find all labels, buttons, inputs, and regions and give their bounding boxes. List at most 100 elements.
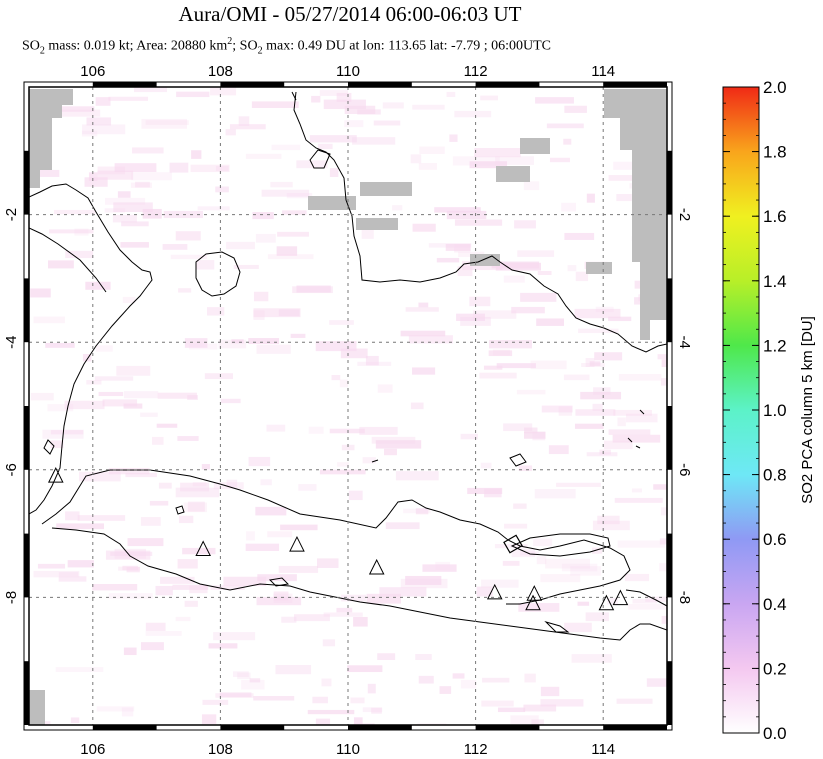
so2-pixel	[82, 354, 92, 362]
so2-pixel	[661, 615, 667, 624]
so2-max-marker	[503, 534, 523, 554]
lat-tick-label-left: -6	[3, 463, 20, 476]
so2-pixel	[160, 576, 195, 584]
so2-pixel	[359, 426, 398, 435]
so2-pixel	[113, 202, 153, 213]
so2-pixel	[218, 339, 247, 349]
so2-pixel	[286, 192, 313, 199]
colorbar-tick-label: 0.2	[763, 659, 787, 678]
so2-pixel	[561, 202, 576, 212]
so2-pixel	[405, 307, 439, 312]
volcano-icon	[526, 585, 543, 601]
subtitle-so2-max-label: ; SO	[232, 38, 258, 54]
so2-pixel	[585, 358, 595, 367]
so2-pixel	[556, 482, 601, 487]
so2-pixel	[112, 214, 137, 223]
so2-pixel	[540, 686, 560, 697]
so2-pixel	[341, 444, 355, 451]
so2-pixel	[175, 231, 201, 241]
so2-pixel	[278, 309, 300, 317]
so2-pixel	[415, 654, 432, 660]
so2-pixel	[469, 161, 508, 169]
so2-pixel	[474, 148, 521, 158]
so2-pixel	[273, 591, 289, 601]
so2-pixel	[191, 150, 202, 159]
so2-pixel	[365, 355, 379, 366]
so2-pixel	[593, 387, 611, 395]
frame-segment	[667, 406, 672, 470]
lon-tick-label-top: 114	[591, 63, 615, 80]
so2-pixel	[616, 698, 653, 704]
so2-pixel	[108, 593, 153, 599]
so2-pixel	[524, 673, 536, 683]
so2-pixel	[599, 449, 611, 455]
so2-pixel	[613, 161, 650, 170]
so2-pixel	[280, 524, 318, 531]
so2-pixel	[251, 101, 299, 108]
so2-pixel	[628, 604, 667, 610]
so2-pixel	[321, 678, 332, 687]
lat-tick-label-left: -8	[3, 591, 20, 604]
so2-pixel	[540, 574, 581, 583]
colorbar-tick-label: 2.0	[763, 78, 787, 97]
so2-pixel	[563, 374, 590, 381]
so2-pixel	[225, 129, 236, 136]
frame-segment	[667, 150, 672, 215]
so2-pixel	[418, 675, 434, 684]
so2-pixel	[617, 417, 626, 427]
coast-java-north	[41, 469, 631, 605]
lon-tick-label-top: 110	[336, 63, 360, 80]
so2-pixel	[201, 464, 210, 470]
so2-pixel	[281, 616, 297, 623]
so2-pixel	[400, 330, 446, 337]
so2-pixel	[231, 339, 244, 344]
so2-pixel	[92, 584, 138, 591]
so2-pixel	[657, 354, 667, 360]
so2-pixel	[419, 146, 445, 154]
so2-pixel	[434, 207, 481, 213]
outer-frame	[23, 81, 673, 731]
volcano-icon	[47, 467, 64, 483]
so2-pixel	[479, 372, 517, 379]
so2-pixel	[452, 156, 500, 166]
so2-pixel	[357, 361, 392, 366]
so2-pixel	[215, 693, 254, 698]
so2-pixel	[618, 374, 662, 381]
so2-pixel	[384, 448, 397, 456]
so2-pixel	[123, 647, 137, 656]
lon-tick-label-top: 112	[464, 63, 488, 80]
so2-pixel	[603, 440, 633, 450]
so2-pixel	[591, 547, 603, 554]
subtitle-so2-max-sub: 2	[257, 45, 263, 57]
so2-pixel	[116, 365, 151, 376]
so2-pixel	[98, 391, 124, 397]
lat-tick-label-right: -6	[676, 463, 693, 476]
so2-pixel	[514, 220, 536, 229]
so2-pixel	[561, 563, 598, 572]
lon-tick-label-top: 108	[208, 63, 233, 80]
lat-tick-label-right: -4	[676, 336, 693, 349]
so2-pixel	[549, 157, 570, 163]
so2-pixel	[232, 671, 249, 677]
colorbar: 0.0 0.2 0.4 0.6 0.8 1.0 1.2 1.4 1.6 1.8 2.0 SO2 PC…	[722, 78, 816, 743]
so2-pixel	[70, 717, 80, 723]
so2-pixel	[169, 162, 189, 173]
so2-pixel	[256, 344, 291, 354]
missing-data-layer	[29, 89, 667, 725]
frame-segment	[24, 406, 29, 470]
so2-pixel	[122, 296, 136, 303]
so2-pixel	[523, 704, 557, 712]
frame-segment	[667, 661, 672, 725]
so2-pixel	[253, 308, 301, 318]
so2-pixel	[371, 707, 382, 714]
so2-pixel	[95, 345, 113, 352]
frame-segment	[667, 533, 672, 598]
so2-pixel	[257, 574, 297, 582]
so2-pixel	[530, 360, 567, 370]
subtitle-so2-sub: 2	[39, 45, 45, 57]
so2-pixel	[511, 306, 545, 314]
volcano-icon	[525, 594, 541, 611]
so2-pixel	[175, 616, 191, 622]
so2-pixel	[439, 686, 452, 694]
so2-pixel	[594, 352, 623, 361]
